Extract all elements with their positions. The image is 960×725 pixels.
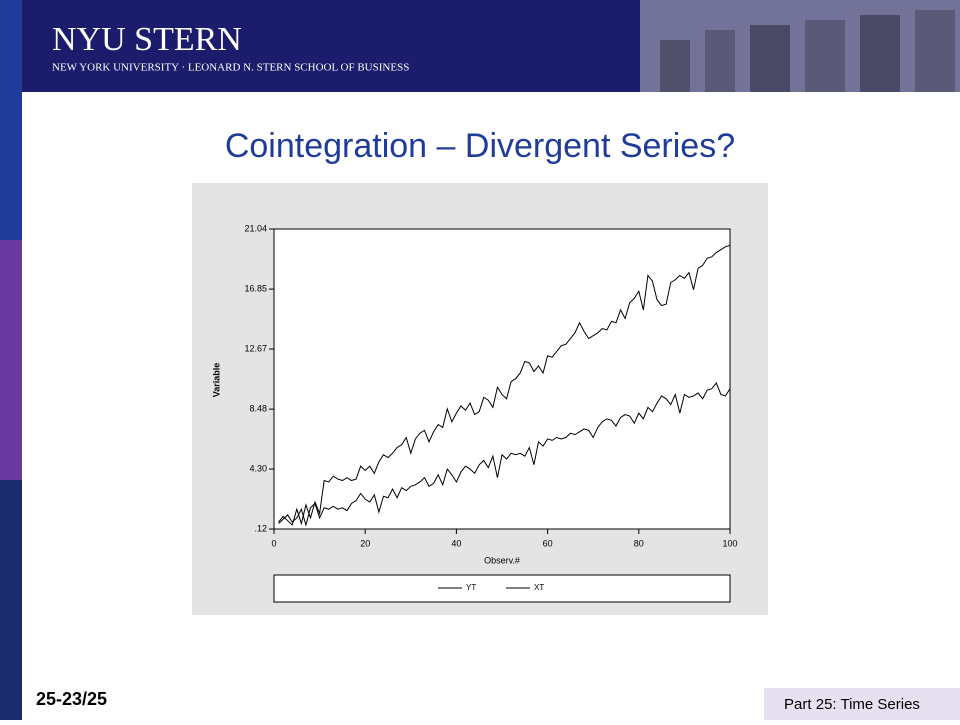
x-tick-label: 20 bbox=[360, 538, 370, 548]
y-tick-label: 12.67 bbox=[244, 343, 267, 353]
school-name: NEW YORK UNIVERSITY · LEONARD N. STERN S… bbox=[52, 62, 409, 74]
legend-label: YT bbox=[466, 583, 476, 592]
legend-label: XT bbox=[534, 583, 544, 592]
legend-box bbox=[273, 574, 731, 603]
side-bar-navy bbox=[0, 480, 22, 720]
side-bar-blue bbox=[0, 0, 22, 240]
y-tick-label: 16.85 bbox=[244, 283, 267, 293]
x-tick-label: 80 bbox=[634, 538, 644, 548]
footer-part: Part 25: Time Series bbox=[784, 696, 920, 713]
slide-title: Cointegration – Divergent Series? bbox=[225, 127, 735, 165]
x-axis-label: Observ.# bbox=[484, 555, 520, 565]
y-tick-label: .12 bbox=[254, 523, 267, 533]
x-tick-label: 40 bbox=[451, 538, 461, 548]
x-tick-label: 100 bbox=[722, 538, 737, 548]
x-tick-label: 0 bbox=[271, 538, 276, 548]
logo: NYU STERN bbox=[52, 21, 242, 58]
y-axis-label: Variable bbox=[211, 363, 221, 398]
series-line bbox=[278, 382, 731, 527]
y-tick-label: 4.30 bbox=[249, 463, 267, 473]
series-line bbox=[278, 244, 731, 526]
y-tick-label: 8.48 bbox=[249, 403, 267, 413]
y-tick-label: 21.04 bbox=[244, 223, 267, 233]
footer-box bbox=[764, 688, 960, 720]
page-number: 25-23/25 bbox=[36, 689, 107, 709]
plot-frame bbox=[273, 228, 731, 530]
x-tick-label: 60 bbox=[543, 538, 553, 548]
side-bar-purple bbox=[0, 240, 22, 480]
building-image bbox=[640, 0, 960, 92]
